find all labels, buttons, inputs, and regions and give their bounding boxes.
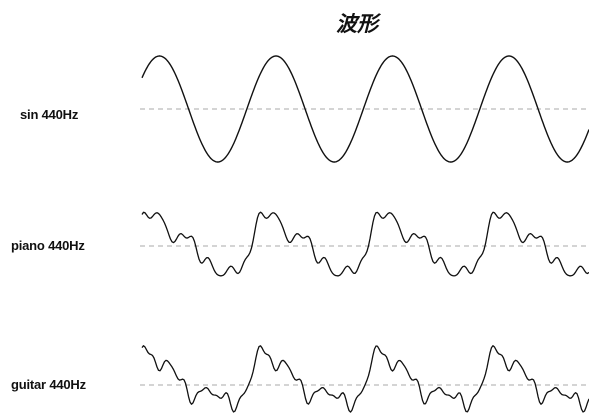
waveform-piano xyxy=(141,211,589,277)
diagram-title: 波形 xyxy=(336,12,378,36)
label-guitar: guitar 440Hz xyxy=(11,377,86,392)
waveform-sin xyxy=(141,55,589,163)
label-sin: sin 440Hz xyxy=(20,107,79,122)
label-piano: piano 440Hz xyxy=(11,238,85,253)
waveform-guitar xyxy=(141,345,589,413)
